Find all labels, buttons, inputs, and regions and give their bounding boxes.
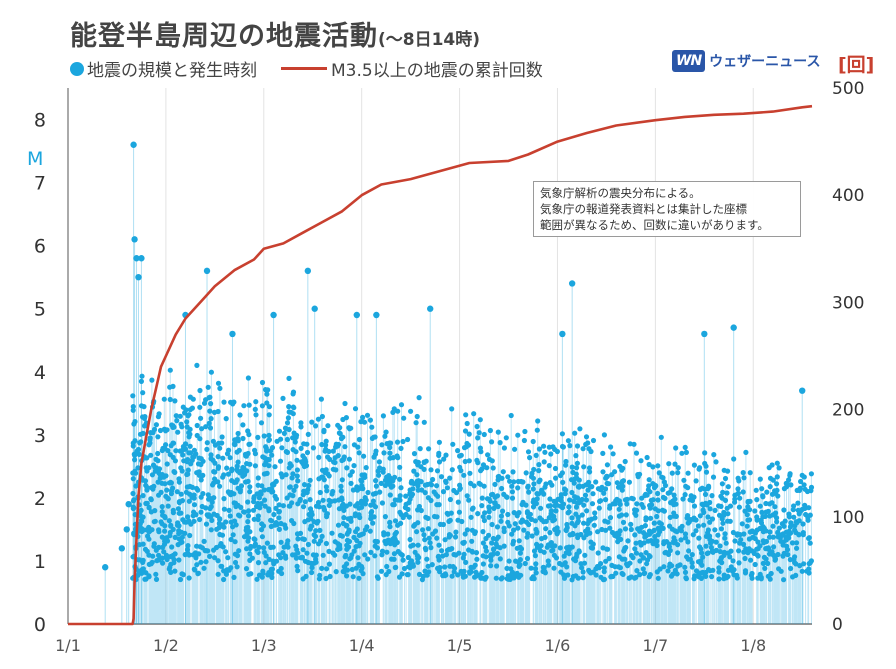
quake-point (138, 255, 145, 262)
data-note: 気象庁解析の震央分布による。 気象庁の報道発表資料とは集計した座標 範囲が異なる… (533, 181, 801, 237)
note-line: 気象庁の報道発表資料とは集計した座標 (540, 202, 747, 216)
brand-name: ウェザーニュース (709, 54, 821, 70)
quake-point (799, 387, 806, 394)
left-tick-label: 4 (34, 362, 46, 384)
x-tick-label: 1/3 (251, 636, 277, 655)
cumulative-count-line (68, 104, 813, 626)
minor-quake-cloud (130, 362, 815, 624)
quake-point (118, 545, 126, 552)
quake-point (311, 305, 318, 312)
quake-point (270, 311, 277, 319)
x-tick-label: 1/6 (545, 636, 571, 655)
legend-line-swatch (281, 67, 327, 70)
quake-point (559, 330, 566, 338)
x-tick-label: 1/7 (642, 636, 668, 655)
quake-point (123, 526, 130, 533)
quake-point (125, 500, 132, 508)
quake-point (130, 141, 137, 148)
legend: 地震の規模と発生時刻 M3.5以上の地震の累計回数 (70, 56, 543, 81)
left-axis-unit: M (27, 148, 44, 170)
left-tick-label: 0 (34, 614, 46, 636)
quake-point (135, 273, 142, 281)
quake-point (701, 330, 708, 338)
right-tick-label: 500 (832, 79, 864, 99)
right-axis-unit: [回] (838, 54, 875, 76)
quake-point (373, 311, 380, 319)
x-tick-label: 1/8 (740, 636, 766, 655)
legend-points-swatch (70, 61, 84, 76)
note-line: 範囲が異なるため、回数に違いがあります。 (540, 218, 769, 232)
quake-point (427, 305, 434, 312)
quake-point (730, 324, 737, 331)
left-tick-label: 6 (34, 236, 46, 258)
x-tick-label: 1/1 (55, 636, 81, 655)
quake-point (133, 255, 140, 262)
quake-point (353, 311, 360, 319)
left-tick-label: 2 (34, 488, 46, 510)
quake-point (102, 564, 109, 571)
chart-title: 能登半島周辺の地震活動(〜8日14時) (70, 21, 481, 52)
left-tick-label: 3 (34, 425, 46, 447)
left-tick-label: 8 (34, 110, 46, 132)
x-tick-label: 1/5 (447, 636, 473, 655)
minor-quake-stems (132, 370, 812, 624)
quake-point (568, 280, 576, 287)
right-tick-label: 0 (832, 615, 843, 635)
weathernews-logo-icon: WN (672, 50, 706, 72)
quake-point (203, 267, 211, 275)
x-tick-label: 1/4 (349, 636, 375, 655)
left-tick-label: 1 (34, 551, 46, 573)
right-tick-label: 100 (832, 508, 864, 528)
quake-point (304, 267, 312, 275)
note-line: 気象庁解析の震央分布による。 (540, 186, 701, 200)
left-tick-label: 7 (34, 173, 46, 195)
minor-quake-points (130, 362, 815, 583)
legend-points-label: 地震の規模と発生時刻 (87, 61, 257, 81)
left-tick-label: 5 (34, 299, 46, 321)
right-tick-label: 300 (832, 293, 864, 313)
legend-line-label: M3.5以上の地震の累計回数 (331, 61, 543, 81)
right-tick-label: 200 (832, 401, 864, 421)
chart-subtitle: (〜8日14時) (378, 30, 481, 50)
x-tick-label: 1/2 (153, 636, 179, 655)
quake-point (229, 330, 236, 338)
quake-point (131, 236, 138, 243)
right-tick-label: 400 (832, 186, 864, 206)
weathernews-logo: WN ウェザーニュース (672, 50, 820, 72)
